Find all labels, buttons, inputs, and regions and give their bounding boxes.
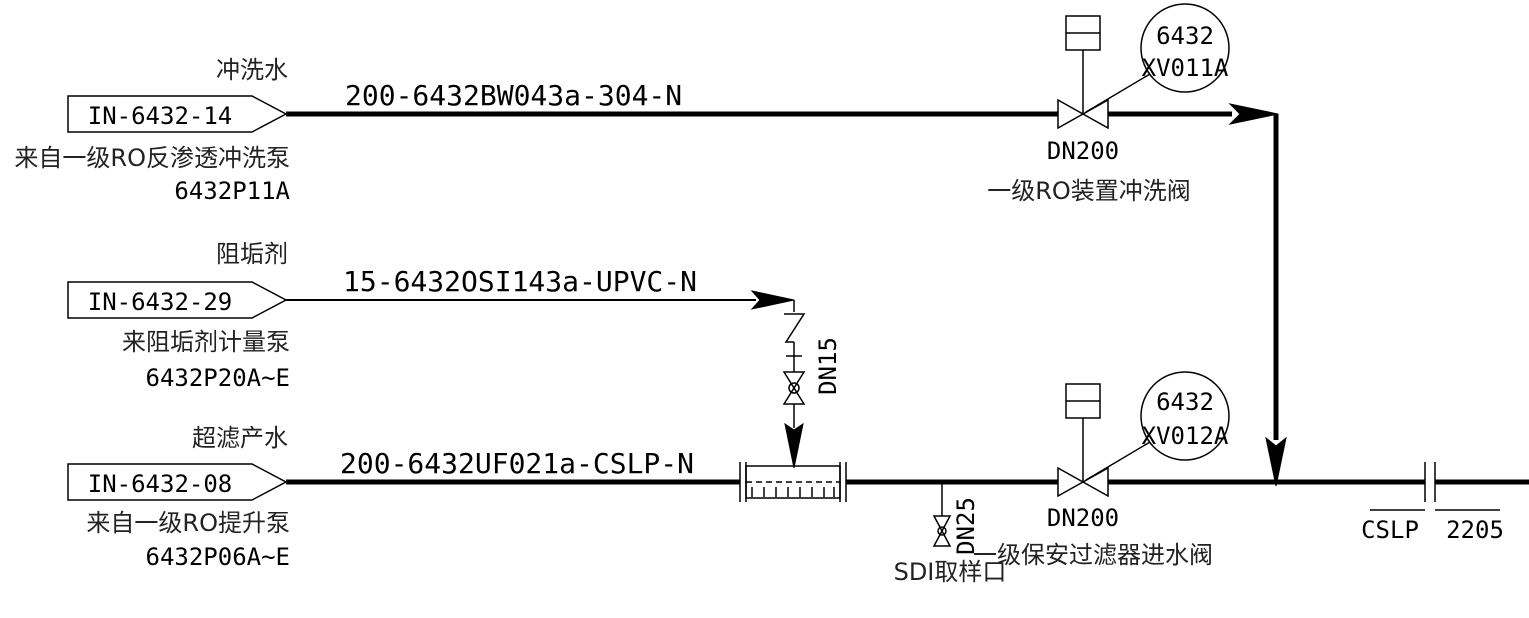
pipe-line-number: 200-6432UF021a-CSLP-N	[340, 447, 694, 480]
instrument-bubble	[1140, 371, 1230, 461]
ball-valve-icon	[932, 515, 952, 547]
connector-tag: IN-6432-14	[88, 102, 233, 130]
medium-label: 超滤产水	[192, 424, 288, 452]
instrument-loop: 6432	[1156, 388, 1214, 416]
equipment-tag: 6432P06A~E	[146, 543, 291, 571]
medium-label: 冲洗水	[216, 56, 288, 84]
source-label: 来自一级RO提升泵	[86, 509, 290, 537]
ball-valve-center	[788, 382, 800, 394]
spec-break: CSLP 2205	[1361, 462, 1504, 544]
inlet-row-antiscalant: 阻垢剂 IN-6432-29 来阻垢剂计量泵 6432P20A~E 15-643…	[67, 240, 842, 469]
flush-valve: 6432 XV011A DN200 一级RO装置冲洗阀	[987, 3, 1230, 205]
pipe-line-number: 200-6432BW043a-304-N	[345, 79, 682, 112]
gate-valve-icon	[1057, 98, 1109, 130]
connector-tag: IN-6432-08	[88, 470, 233, 498]
instrument-tag: XV012A	[1142, 422, 1229, 450]
static-mixer	[739, 462, 847, 502]
sample-size: DN25	[952, 497, 980, 555]
offpage-connector	[67, 463, 288, 501]
equipment-tag: 6432P20A~E	[146, 364, 291, 392]
spec-right: 2205	[1446, 516, 1504, 544]
inlet-row-flush-water: 冲洗水 IN-6432-14 来自一级RO反渗透冲洗泵 6432P11A 200…	[14, 56, 1287, 487]
valve-size: DN200	[1047, 137, 1119, 165]
pipe-line-number: 15-6432OSI143a-UPVC-N	[343, 265, 697, 298]
sample-label: SDI取样口	[894, 558, 1007, 586]
spec-left: CSLP	[1361, 516, 1419, 544]
flow-arrow	[1265, 436, 1287, 487]
check-valve-icon	[784, 313, 806, 343]
flow-arrow	[784, 422, 804, 469]
medium-label: 阻垢剂	[216, 240, 288, 268]
instrument-leader	[1085, 73, 1151, 113]
equipment-tag: 6432P11A	[174, 177, 290, 205]
instrument-tag: XV011A	[1142, 54, 1229, 82]
gate-valve-icon	[1057, 466, 1109, 498]
offpage-connector	[67, 281, 288, 319]
flow-arrow	[1228, 103, 1279, 125]
valve-size: DN200	[1047, 504, 1119, 532]
instrument-loop: 6432	[1156, 22, 1214, 50]
inlet-row-uf-water: 超滤产水 IN-6432-08 来自一级RO提升泵 6432P06A~E 200…	[67, 424, 1529, 586]
ball-valve-icon	[782, 371, 806, 405]
valve-name: 一级保安过滤器进水阀	[973, 541, 1213, 569]
offpage-connector	[67, 95, 288, 133]
dosing-size: DN15	[814, 337, 842, 395]
source-label: 来自一级RO反渗透冲洗泵	[14, 144, 290, 172]
sdi-sample-point: DN25 SDI取样口	[894, 482, 1007, 586]
valve-name: 一级RO装置冲洗阀	[987, 177, 1191, 205]
flow-arrow	[750, 290, 795, 310]
connector-tag: IN-6432-29	[88, 288, 233, 316]
source-label: 来阻垢剂计量泵	[122, 328, 290, 356]
instrument-bubble	[1140, 3, 1230, 93]
instrument-leader	[1085, 441, 1151, 481]
inlet-valve: 6432 XV012A DN200 一级保安过滤器进水阀	[973, 371, 1230, 569]
